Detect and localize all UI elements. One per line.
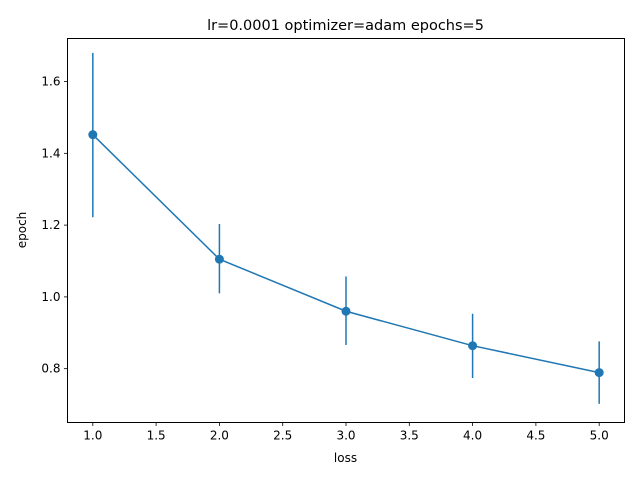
data-point-1 [214, 254, 224, 264]
x-tick-label-5: 3.5 [400, 429, 419, 443]
y-tick-label-2: 1.2 [41, 218, 60, 232]
x-tick-label-6: 4.0 [463, 429, 482, 443]
plot-area [88, 52, 604, 404]
x-tick-label-7: 4.5 [526, 429, 545, 443]
data-point-4 [594, 368, 604, 378]
data-point-3 [468, 341, 478, 351]
x-tick-label-8: 5.0 [590, 429, 609, 443]
y-axis: 0.8 1.0 1.2 1.4 1.6 [41, 75, 68, 376]
y-tick-label-1: 1.0 [41, 290, 60, 304]
x-axis-label: loss [334, 451, 357, 465]
x-tick-label-3: 2.5 [273, 429, 292, 443]
x-tick-label-0: 1.0 [83, 429, 102, 443]
y-tick-label-4: 1.6 [41, 75, 60, 89]
chart-title: lr=0.0001 optimizer=adam epochs=5 [207, 18, 484, 34]
x-tick-label-1: 1.5 [147, 429, 166, 443]
y-tick-label-0: 0.8 [41, 362, 60, 376]
data-point-0 [88, 130, 98, 140]
x-tick-label-4: 3.0 [336, 429, 355, 443]
x-tick-label-2: 2.0 [210, 429, 229, 443]
x-axis: 1.0 1.5 2.0 2.5 3.0 3.5 4.0 4.5 5.0 [83, 422, 609, 443]
data-point-2 [341, 306, 351, 316]
y-axis-label: epoch [15, 212, 29, 249]
plot-frame [67, 38, 625, 423]
y-tick-label-3: 1.4 [41, 146, 60, 160]
